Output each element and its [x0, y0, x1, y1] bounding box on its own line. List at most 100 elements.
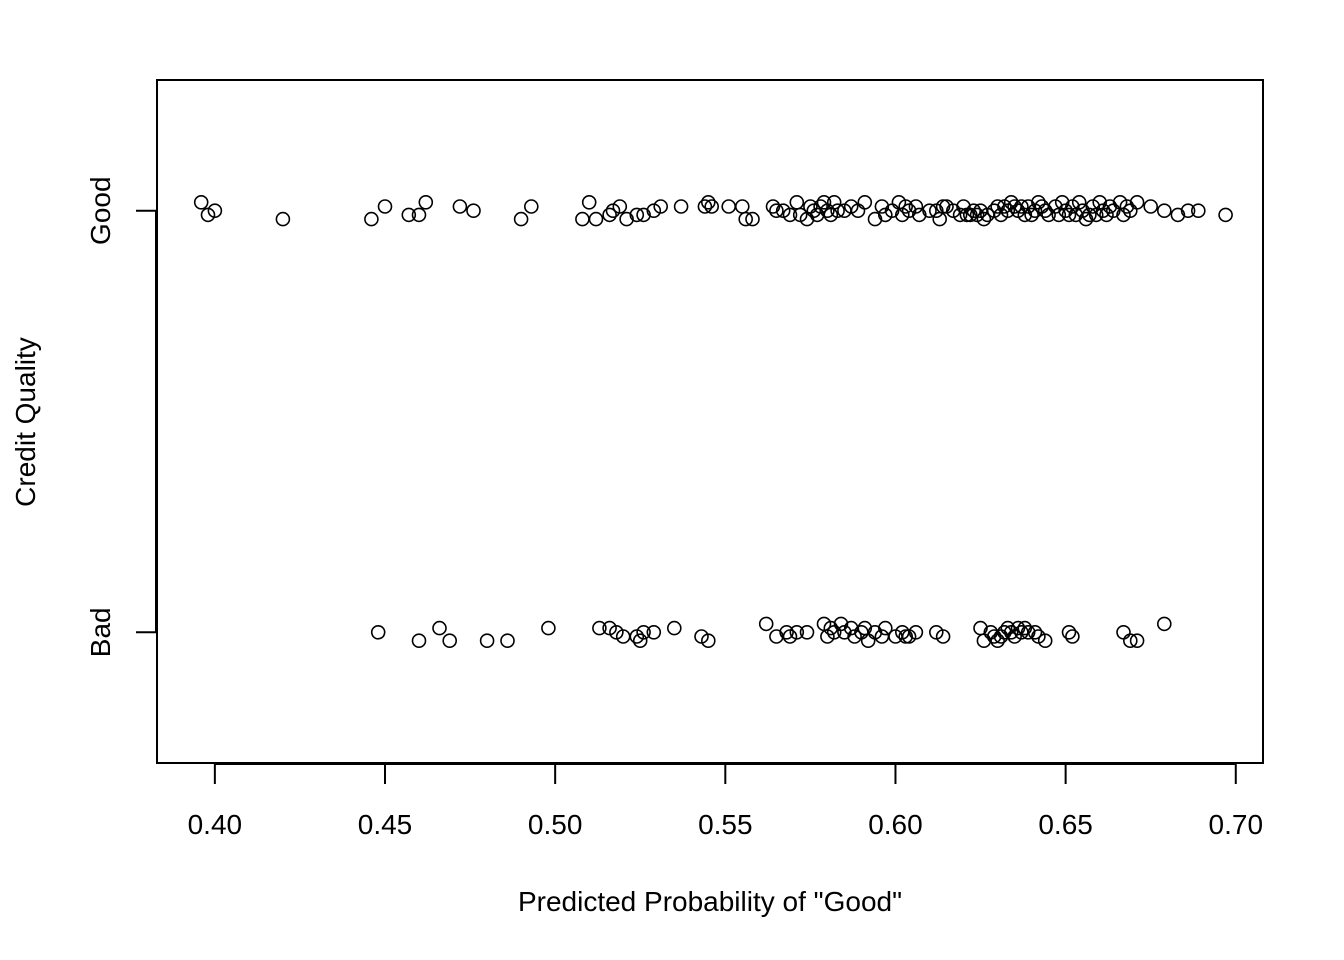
- data-point-bad: [370, 624, 386, 640]
- data-point-good: [952, 207, 968, 223]
- data-point-good: [789, 195, 805, 210]
- data-point-bad: [789, 624, 805, 640]
- x-axis: 0.40 0.45 0.50 0.55 0.60 0.65 0.70: [188, 763, 1263, 840]
- y-axis: Bad Good: [85, 176, 157, 657]
- data-point-good: [898, 199, 914, 214]
- data-point-good: [1017, 207, 1033, 223]
- data-point-good: [452, 199, 468, 214]
- data-point-good: [1129, 195, 1145, 210]
- data-point-bad: [666, 620, 682, 636]
- data-point-good: [1024, 207, 1039, 223]
- data-point-good: [1180, 203, 1196, 218]
- data-point-good: [1078, 211, 1094, 227]
- data-point-good: [653, 199, 669, 214]
- data-point-good: [966, 203, 982, 218]
- data-point-good: [932, 211, 948, 227]
- data-point-bad: [1065, 629, 1080, 644]
- data-point-bad: [636, 624, 651, 640]
- x-tick-label: 0.65: [1038, 809, 1093, 840]
- data-point-good: [857, 195, 873, 210]
- data-point-good: [962, 207, 978, 223]
- data-point-bad: [758, 616, 774, 632]
- data-point-good: [1157, 203, 1172, 218]
- x-tick-label: 0.45: [358, 809, 413, 840]
- data-point-bad: [799, 624, 815, 640]
- data-point-good: [911, 207, 927, 223]
- data-point-good: [636, 207, 651, 223]
- data-point-bad: [700, 633, 716, 649]
- data-point-good: [700, 195, 716, 210]
- data-point-good: [922, 203, 937, 218]
- data-point-good: [1191, 203, 1206, 218]
- data-point-good: [411, 207, 427, 223]
- y-tick-label: Good: [85, 176, 116, 245]
- data-point-bad: [908, 624, 924, 640]
- data-point-bad: [833, 616, 849, 632]
- data-point-good: [466, 203, 481, 218]
- data-point-good: [816, 195, 832, 210]
- x-tick-label: 0.40: [188, 809, 243, 840]
- data-point-good: [619, 211, 634, 227]
- data-point-good: [782, 207, 798, 223]
- data-point-bad: [632, 633, 648, 649]
- data-point-good: [1037, 203, 1053, 218]
- data-point-good: [612, 199, 628, 214]
- data-point-bad: [442, 633, 458, 649]
- data-point-good: [588, 211, 604, 227]
- plot-frame: [156, 79, 1264, 764]
- data-point-good: [704, 199, 720, 214]
- data-point-good: [1102, 199, 1118, 214]
- data-point-good: [830, 203, 845, 218]
- data-point-good: [1218, 207, 1233, 223]
- data-point-good: [738, 211, 754, 227]
- data-point-bad: [1027, 624, 1043, 640]
- data-point-bad: [1157, 616, 1172, 632]
- data-point-good: [721, 199, 737, 214]
- data-point-bad: [541, 620, 556, 636]
- data-point-good: [976, 211, 992, 227]
- data-point-good: [581, 195, 597, 210]
- x-axis-title: Predicted Probability of "Good": [518, 886, 902, 917]
- data-point-good: [874, 199, 890, 214]
- x-tick-label: 0.60: [868, 809, 923, 840]
- data-point-good: [673, 199, 689, 214]
- data-point-good: [908, 199, 924, 214]
- data-point-good: [734, 199, 750, 214]
- data-point-bad: [479, 633, 495, 649]
- data-point-good: [629, 207, 645, 223]
- data-point-bad: [860, 633, 876, 649]
- data-point-good: [1014, 199, 1029, 214]
- data-points: [193, 195, 1233, 649]
- data-point-good: [275, 211, 291, 227]
- data-point-bad: [1061, 624, 1077, 640]
- data-point-good: [1170, 207, 1186, 223]
- data-point-good: [990, 199, 1005, 214]
- data-point-bad: [823, 620, 839, 636]
- data-point-good: [826, 195, 842, 210]
- y-tick-label: Bad: [85, 607, 116, 657]
- data-point-good: [523, 199, 539, 214]
- data-point-good: [377, 199, 393, 214]
- data-point-good: [1054, 195, 1070, 210]
- data-point-bad: [986, 629, 1002, 644]
- data-point-bad: [432, 620, 447, 636]
- data-point-bad: [779, 624, 794, 640]
- data-point-good: [765, 199, 781, 214]
- data-point-good: [1119, 199, 1135, 214]
- data-point-bad: [1020, 624, 1036, 640]
- data-point-good: [769, 203, 784, 218]
- data-point-good: [513, 211, 529, 227]
- x-tick-label: 0.50: [528, 809, 583, 840]
- data-point-bad: [500, 633, 515, 649]
- data-point-bad: [411, 633, 427, 649]
- data-point-good: [1092, 195, 1107, 210]
- data-point-bad: [898, 629, 914, 644]
- data-point-bad: [1017, 620, 1033, 636]
- y-axis-title: Credit Quality: [10, 337, 41, 507]
- x-tick-label: 0.55: [698, 809, 753, 840]
- data-point-bad: [1129, 633, 1145, 649]
- data-point-bad: [877, 620, 893, 636]
- data-point-good: [575, 211, 590, 227]
- data-point-good: [1061, 207, 1077, 223]
